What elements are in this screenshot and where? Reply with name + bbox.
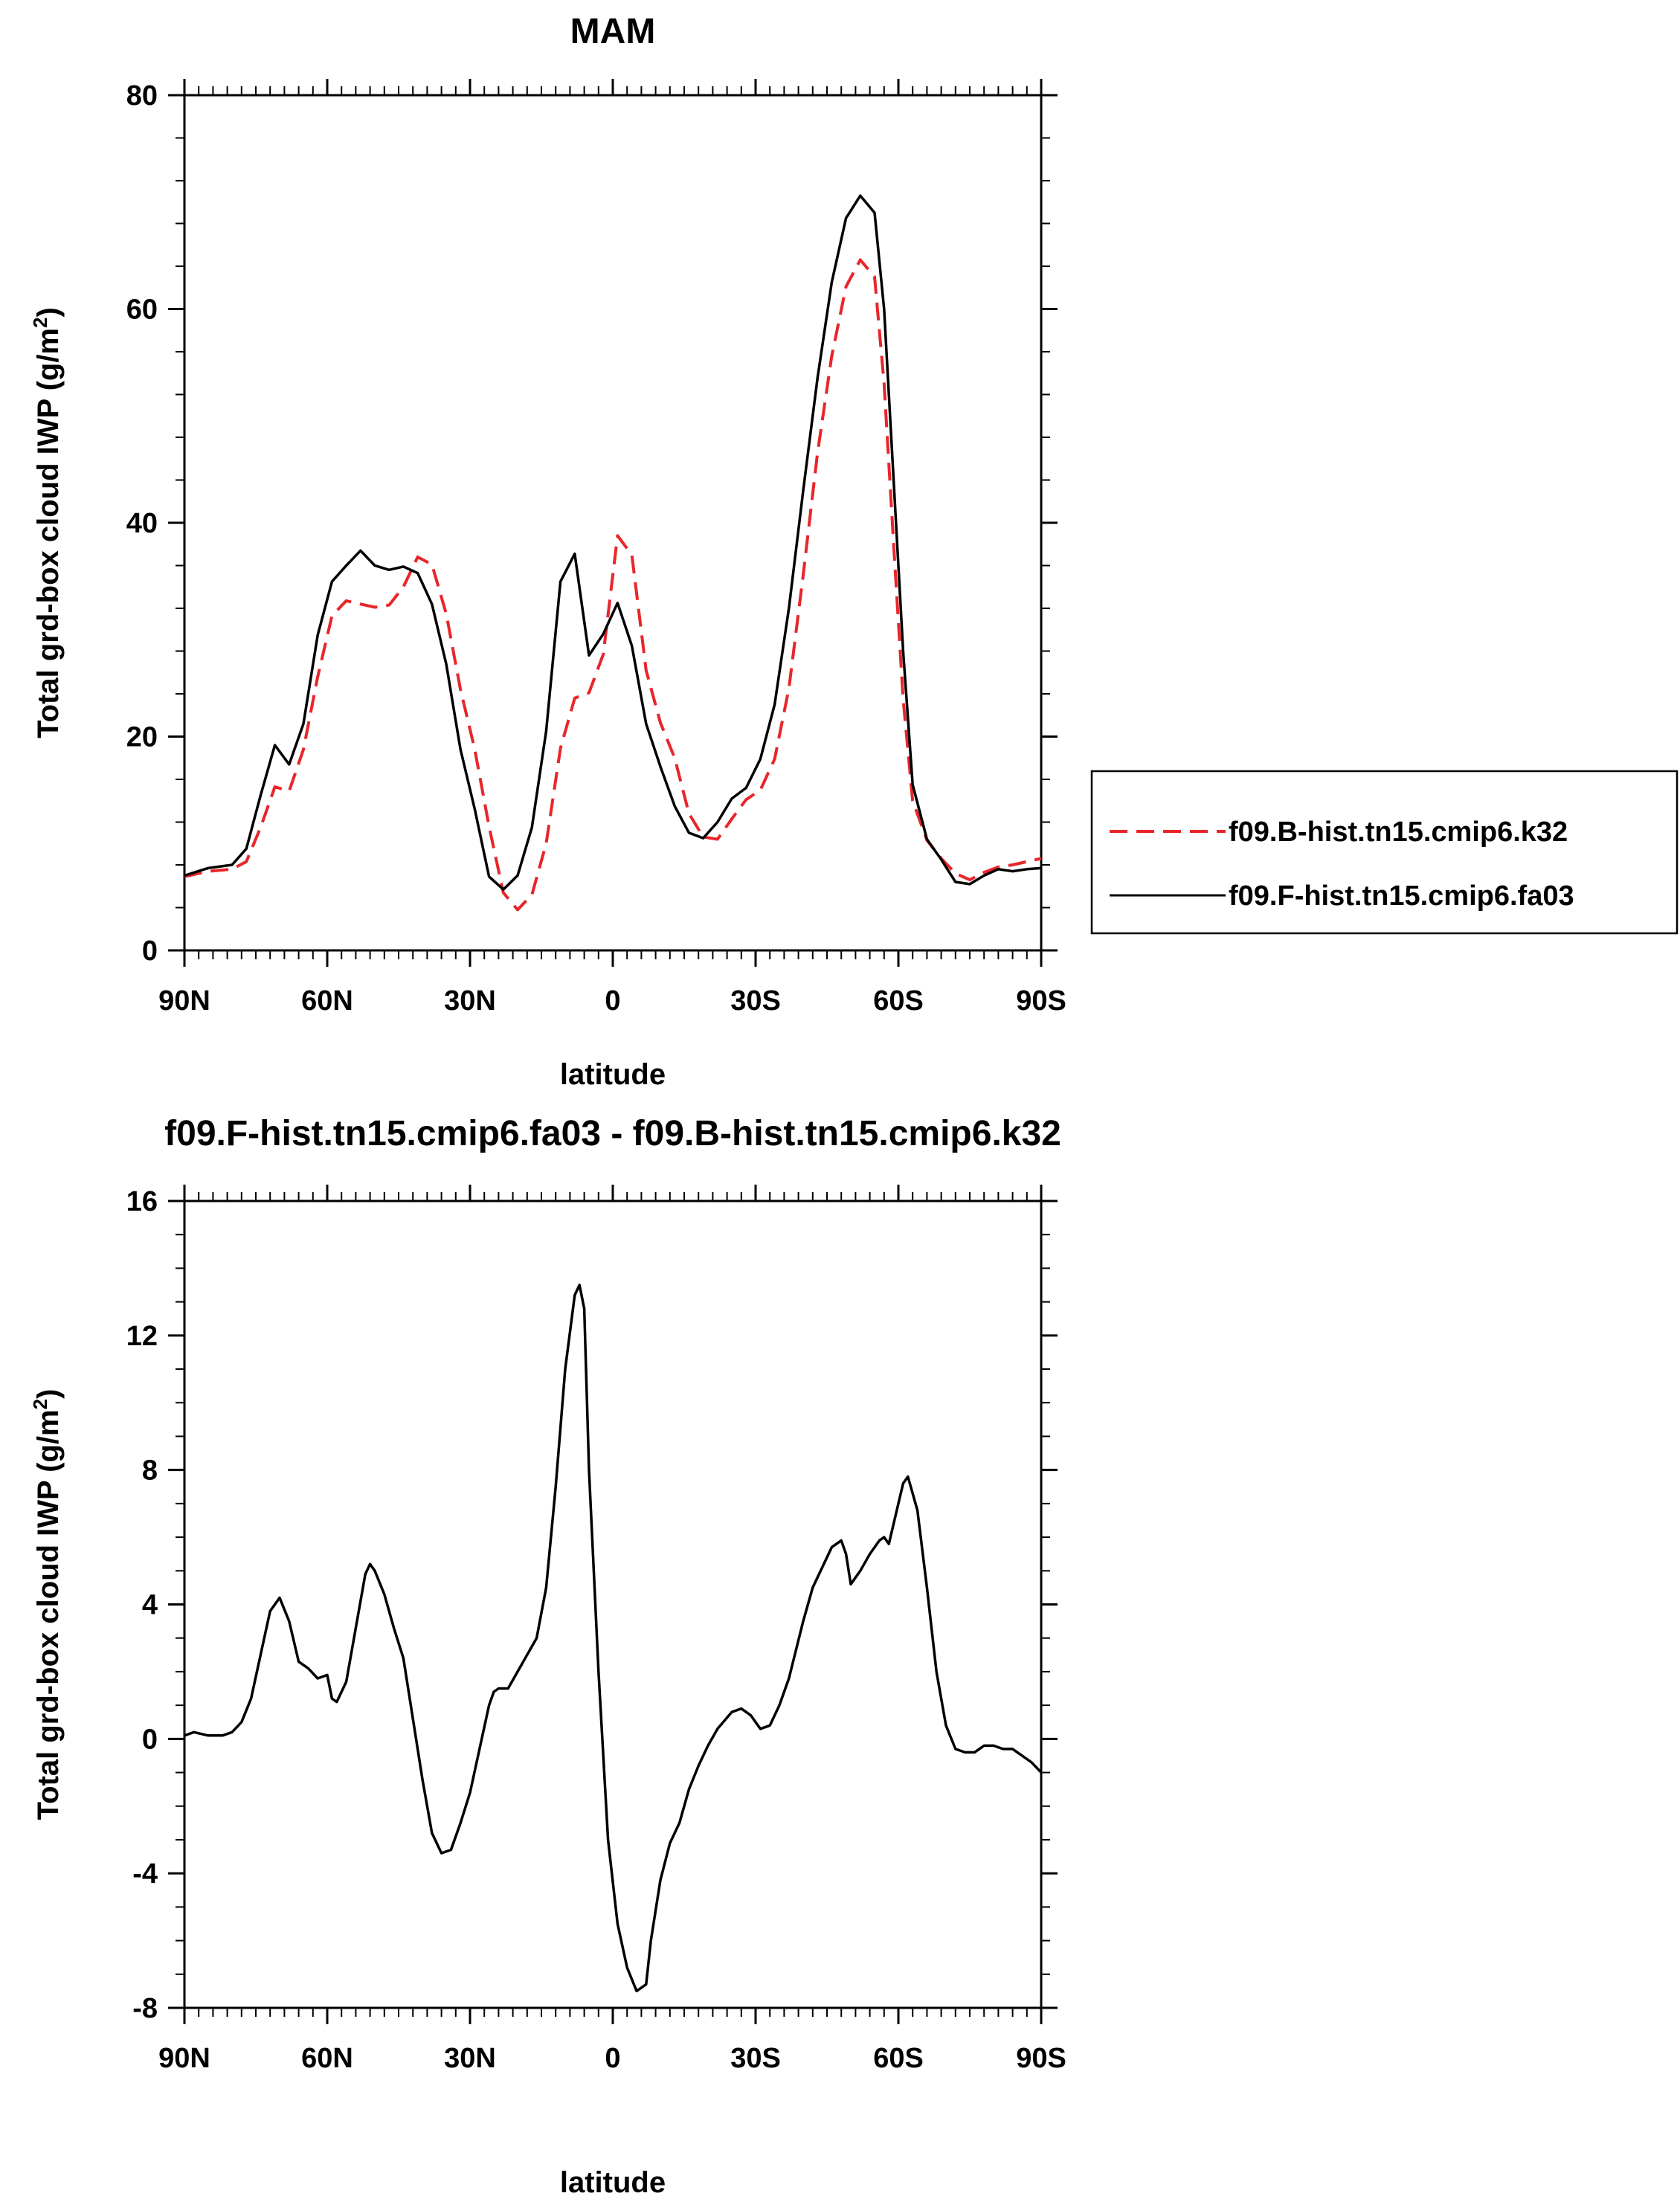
legend-box [1090,770,1679,935]
x-tick-label: 60N [301,985,353,1017]
x-tick-label: 90S [1016,985,1066,1017]
x-axis-label: latitude [560,1058,666,1091]
y-tick-label: 4 [142,1590,158,1621]
x-tick-label: 30N [444,985,496,1017]
y-tick-label: 12 [126,1321,158,1352]
x-tick-label: 90N [158,2043,210,2074]
y-tick-label: 8 [142,1455,158,1487]
y-tick-label: 0 [142,1724,158,1755]
x-tick-label: 60S [873,2043,924,2074]
x-tick-label: 60N [301,2043,353,2074]
y-tick-label: 20 [126,722,158,753]
chart-title: MAM [570,12,656,51]
y-tick-label: 80 [126,80,158,112]
y-tick-label: 16 [126,1186,158,1217]
series-line-2 [184,194,1042,891]
chart-title: f09.F-hist.tn15.cmip6.fa03 - f09.B-hist.… [164,1114,1061,1153]
y-axis-label: Total grd-box cloud IWP (g/m2) [29,1389,65,1820]
x-tick-label: 90N [158,985,210,1017]
x-tick-label: 0 [605,985,620,1017]
y-tick-label: 60 [126,294,158,326]
y-tick-label: -8 [132,1993,158,2024]
x-tick-label: 0 [605,2043,620,2074]
y-tick-label: 0 [142,936,158,967]
legend-label-series-2: f09.F-hist.tn15.cmip6.fa03 [1229,880,1574,912]
legend: f09.B-hist.tn15.cmip6.k32 f09.F-hist.tn1… [1090,770,1679,935]
chart-panel-top: MAM 0 20 40 60 80 90N 60N 30N 0 30S 60S 90S latitude T… [29,12,1066,1091]
series-line-1 [184,258,1042,912]
legend-label-series-1: f09.B-hist.tn15.cmip6.k32 [1229,817,1568,848]
x-tick-label: 30N [444,2043,496,2074]
y-tick-label: 40 [126,508,158,539]
series-line-1 [184,1284,1043,1993]
chart-panel-bottom: f09.F-hist.tn15.cmip6.fa03 - f09.B-hist.… [29,1114,1066,2196]
x-tick-label: 30S [730,2043,781,2074]
x-tick-label: 90S [1016,2043,1066,2074]
x-tick-label: 60S [873,985,924,1017]
x-axis-label: latitude [560,2166,666,2196]
y-axis-label: Total grd-box cloud IWP (g/m2) [29,307,65,738]
x-tick-label: 30S [730,985,781,1017]
y-tick-label: -4 [132,1858,158,1890]
